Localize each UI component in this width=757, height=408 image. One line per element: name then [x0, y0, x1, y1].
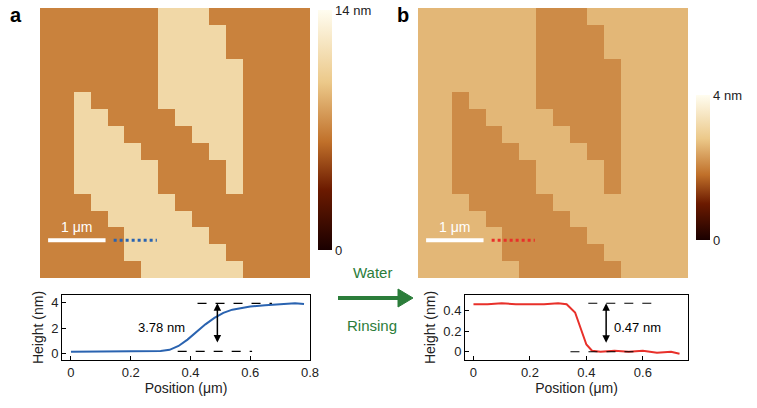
svg-text:Position (μm): Position (μm)	[145, 380, 228, 396]
svg-text:b: b	[397, 4, 409, 26]
svg-text:0: 0	[335, 243, 342, 258]
svg-text:0.47 nm: 0.47 nm	[614, 320, 661, 335]
svg-text:0.4: 0.4	[443, 303, 461, 318]
svg-text:3.78 nm: 3.78 nm	[138, 320, 185, 335]
svg-text:4 nm: 4 nm	[713, 88, 742, 103]
svg-text:0.4: 0.4	[181, 365, 199, 380]
svg-text:4: 4	[51, 295, 58, 310]
svg-text:0.2: 0.2	[521, 365, 539, 380]
svg-text:Rinsing: Rinsing	[347, 317, 397, 334]
svg-text:Water: Water	[353, 264, 392, 281]
svg-text:Position (μm): Position (μm)	[535, 380, 618, 396]
svg-text:0.8: 0.8	[301, 365, 319, 380]
svg-text:2: 2	[51, 321, 58, 336]
svg-text:0.4: 0.4	[577, 365, 595, 380]
svg-text:0: 0	[713, 233, 720, 248]
svg-text:1 μm: 1 μm	[439, 219, 470, 235]
svg-text:0.2: 0.2	[122, 365, 140, 380]
svg-text:0: 0	[51, 346, 58, 361]
svg-text:a: a	[10, 4, 22, 26]
svg-text:Height (nm): Height (nm)	[30, 291, 46, 364]
svg-text:14 nm: 14 nm	[335, 3, 371, 18]
svg-text:0: 0	[470, 365, 477, 380]
svg-text:Height (nm): Height (nm)	[422, 291, 438, 364]
svg-text:0.6: 0.6	[634, 365, 652, 380]
svg-text:0.2: 0.2	[443, 324, 461, 339]
svg-text:0.6: 0.6	[241, 365, 259, 380]
svg-text:0: 0	[67, 365, 74, 380]
svg-text:0: 0	[454, 344, 461, 359]
svg-text:1 μm: 1 μm	[61, 219, 92, 235]
